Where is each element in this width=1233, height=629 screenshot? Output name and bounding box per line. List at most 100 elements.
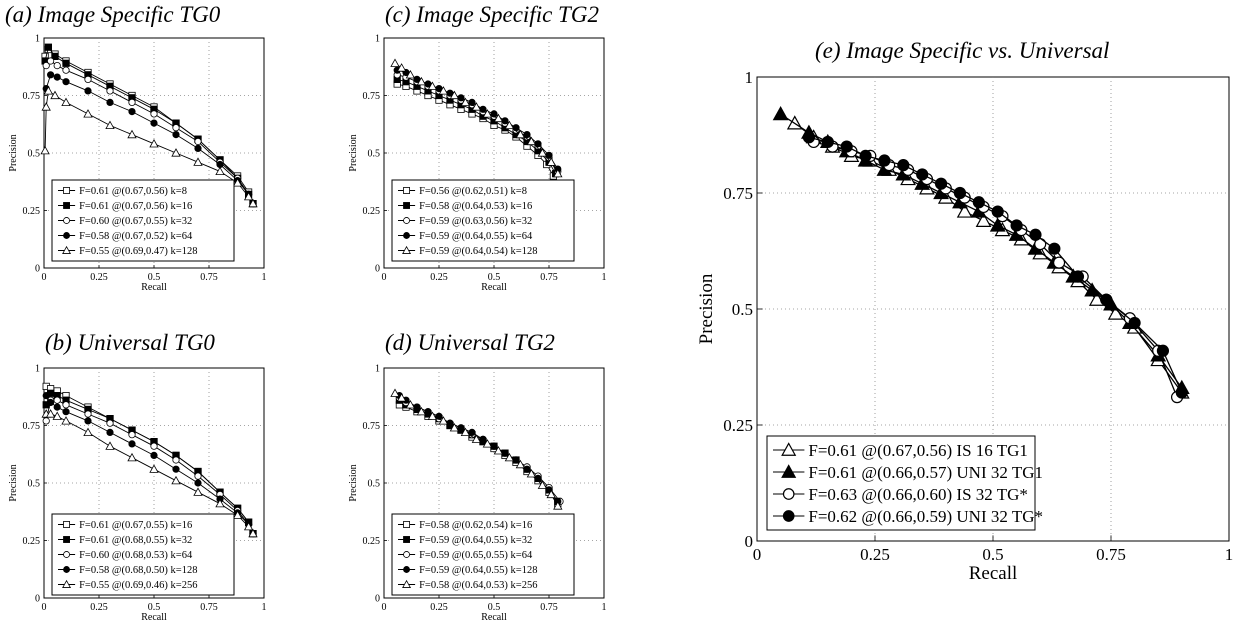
- y-tick-label: 0.5: [28, 149, 41, 160]
- y-tick-label: 0: [375, 594, 380, 605]
- data-point: [172, 465, 180, 473]
- data-point: [128, 98, 136, 107]
- data-point: [194, 144, 202, 152]
- legend-marker: [63, 551, 70, 558]
- y-tick-label: 0.5: [368, 149, 381, 160]
- data-point: [83, 427, 93, 436]
- x-tick-label: 0.75: [200, 272, 218, 283]
- data-point: [553, 501, 563, 510]
- y-tick-label: 0: [35, 264, 40, 275]
- data-point: [53, 73, 61, 81]
- legend-marker: [63, 521, 70, 528]
- data-point: [416, 76, 427, 86]
- x-axis-label: Recall: [481, 612, 507, 623]
- x-axis-label: Recall: [141, 282, 167, 293]
- data-point: [482, 109, 493, 118]
- data-point: [172, 131, 180, 139]
- data-point: [537, 148, 548, 157]
- chart-svg-b: 00 0.25 0.25 0.5 0.5 0.75 0.75 1 1 Recall Precisio…: [8, 364, 267, 624]
- data-point: [427, 411, 438, 420]
- data-point: [149, 138, 159, 148]
- x-tick-label: 0.5: [488, 272, 501, 283]
- legend-label: F=0.55 @(0.69,0.47) k=128: [79, 246, 197, 257]
- data-point: [42, 391, 50, 400]
- data-point: [62, 66, 70, 74]
- legend-marker: [63, 217, 70, 224]
- data-point: [51, 52, 59, 61]
- data-point: [553, 168, 563, 178]
- legend: F=0.61 @(0.67,0.56) k=8 F=0.61 @(0.67,0.5…: [51, 179, 235, 262]
- chart-panel-b: (b) Universal TG0 0 0 0.25 0.25 0.5 0.5 0.75 0.…: [0, 330, 300, 629]
- data-point: [194, 137, 202, 146]
- legend-label: F=0.61 @(0.67,0.56) IS 16 TG1: [808, 441, 1028, 460]
- data-point: [526, 468, 537, 478]
- data-point: [471, 102, 482, 111]
- x-tick-label: 0: [753, 545, 762, 564]
- y-tick-label: 1: [35, 34, 40, 45]
- y-axis-label: Precision: [8, 134, 19, 171]
- data-point: [916, 168, 929, 181]
- legend-marker: [63, 232, 70, 239]
- data-point: [526, 136, 537, 146]
- legend-label: F=0.61 @(0.68,0.55) k=32: [79, 535, 192, 546]
- data-point: [460, 97, 471, 106]
- y-tick-label: 1: [35, 364, 40, 375]
- legend-label: F=0.58 @(0.62,0.54) k=16: [419, 520, 532, 531]
- data-point: [396, 393, 407, 402]
- data-point: [40, 145, 50, 155]
- x-tick-label: 0.25: [90, 602, 108, 613]
- data-point: [1010, 219, 1023, 232]
- legend-label: F=0.61 @(0.67,0.56) k=16: [79, 201, 192, 212]
- data-point: [504, 452, 515, 462]
- data-point: [1048, 242, 1061, 255]
- y-tick-label: 0.5: [732, 300, 753, 319]
- data-point: [128, 440, 136, 448]
- legend-marker: [63, 202, 70, 209]
- data-point: [953, 186, 967, 200]
- y-tick-label: 0.25: [23, 206, 41, 217]
- series-4: [41, 409, 258, 538]
- data-point: [193, 487, 203, 496]
- data-point: [171, 475, 181, 485]
- legend-label: F=0.59 @(0.64,0.55) k=64: [419, 231, 533, 242]
- y-tick-label: 0.25: [363, 206, 381, 217]
- chart-svg-d: 00 0.25 0.25 0.5 0.5 0.75 0.75 1 1 Recall Precisio…: [348, 364, 607, 624]
- legend-marker: [402, 245, 412, 254]
- y-axis-label: Precision: [696, 273, 717, 344]
- y-tick-label: 0.25: [723, 416, 753, 435]
- y-tick-label: 0: [745, 532, 754, 551]
- data-point: [149, 464, 159, 473]
- legend-marker: [403, 217, 410, 224]
- y-tick-label: 0: [35, 594, 40, 605]
- legend-marker: [63, 536, 70, 543]
- x-tick-label: 1: [262, 602, 267, 613]
- legend-label: F=0.59 @(0.63,0.56) k=32: [419, 216, 532, 227]
- legend-box: [391, 513, 575, 596]
- data-point: [840, 140, 853, 153]
- x-tick-label: 0: [42, 602, 47, 613]
- data-point: [62, 401, 70, 409]
- legend-box: [391, 179, 575, 262]
- legend-label: F=0.60 @(0.67,0.55) k=32: [79, 216, 192, 227]
- data-point: [43, 86, 54, 95]
- data-point: [53, 61, 61, 70]
- data-point: [83, 109, 93, 118]
- x-tick-label: 1: [1225, 545, 1233, 564]
- x-tick-label: 0.25: [430, 272, 448, 283]
- series-3: [802, 131, 1188, 399]
- data-point: [53, 396, 61, 404]
- x-tick-label: 0: [382, 272, 387, 283]
- legend-marker: [62, 579, 72, 588]
- legend-marker: [62, 245, 72, 254]
- y-tick-label: 0.75: [723, 184, 753, 203]
- y-tick-label: 0.25: [363, 536, 381, 547]
- y-tick-label: 0.75: [363, 421, 381, 432]
- x-tick-label: 0.5: [488, 602, 501, 613]
- chart-panel-d: (d) Universal TG2 0 0 0.25 0.25 0.5 0.5 0.75 0.…: [340, 330, 640, 629]
- x-tick-label: 0.75: [1096, 545, 1126, 564]
- data-point: [504, 120, 515, 130]
- data-point: [106, 428, 114, 437]
- data-point: [859, 149, 872, 162]
- chart-title-a: (a) Image Specific TG0: [5, 2, 221, 27]
- data-point: [512, 124, 520, 132]
